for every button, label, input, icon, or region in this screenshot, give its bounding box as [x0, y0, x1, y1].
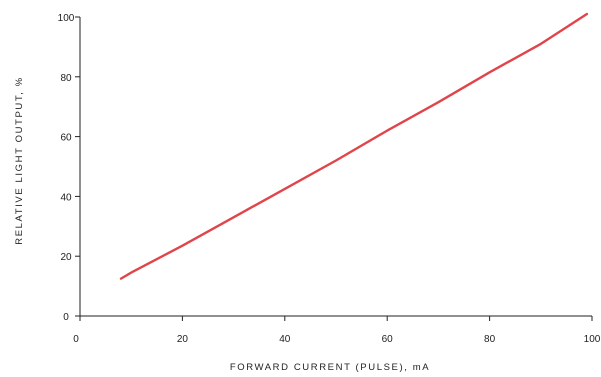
- x-tick-label: 40: [279, 334, 291, 345]
- x-axis-title: FORWARD CURRENT (PULSE), mA: [230, 362, 430, 373]
- x-tick-label: 80: [484, 334, 496, 345]
- y-tick-label: 20: [60, 252, 72, 263]
- x-tick-label: 0: [73, 334, 79, 345]
- series-group: [119, 12, 589, 280]
- y-axis-title: RELATIVE LIGHT OUTPUT, %: [14, 76, 25, 244]
- y-tick-label: 80: [60, 73, 72, 84]
- x-tick-label: 60: [382, 334, 394, 345]
- axes: [79, 17, 592, 317]
- y-tick-label: 100: [58, 13, 75, 24]
- y-tick-label: 40: [60, 192, 72, 203]
- x-tick-label: 100: [584, 334, 601, 345]
- x-tick-label: 20: [177, 334, 189, 345]
- series-line: [119, 12, 589, 280]
- y-tick-label: 0: [63, 312, 69, 323]
- x-ticks: 0 20 40 60 80 100: [73, 316, 601, 345]
- y-ticks: 0 20 40 60 80 100: [58, 13, 80, 323]
- y-tick-label: 60: [60, 133, 72, 144]
